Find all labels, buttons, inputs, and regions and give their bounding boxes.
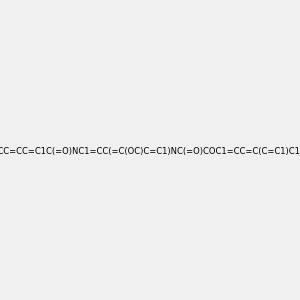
Text: ClC1=CC=CC=C1C(=O)NC1=CC(=C(OC)C=C1)NC(=O)COC1=CC=C(C=C1)C1CCCCC1: ClC1=CC=CC=C1C(=O)NC1=CC(=C(OC)C=C1)NC(=… (0, 147, 300, 156)
